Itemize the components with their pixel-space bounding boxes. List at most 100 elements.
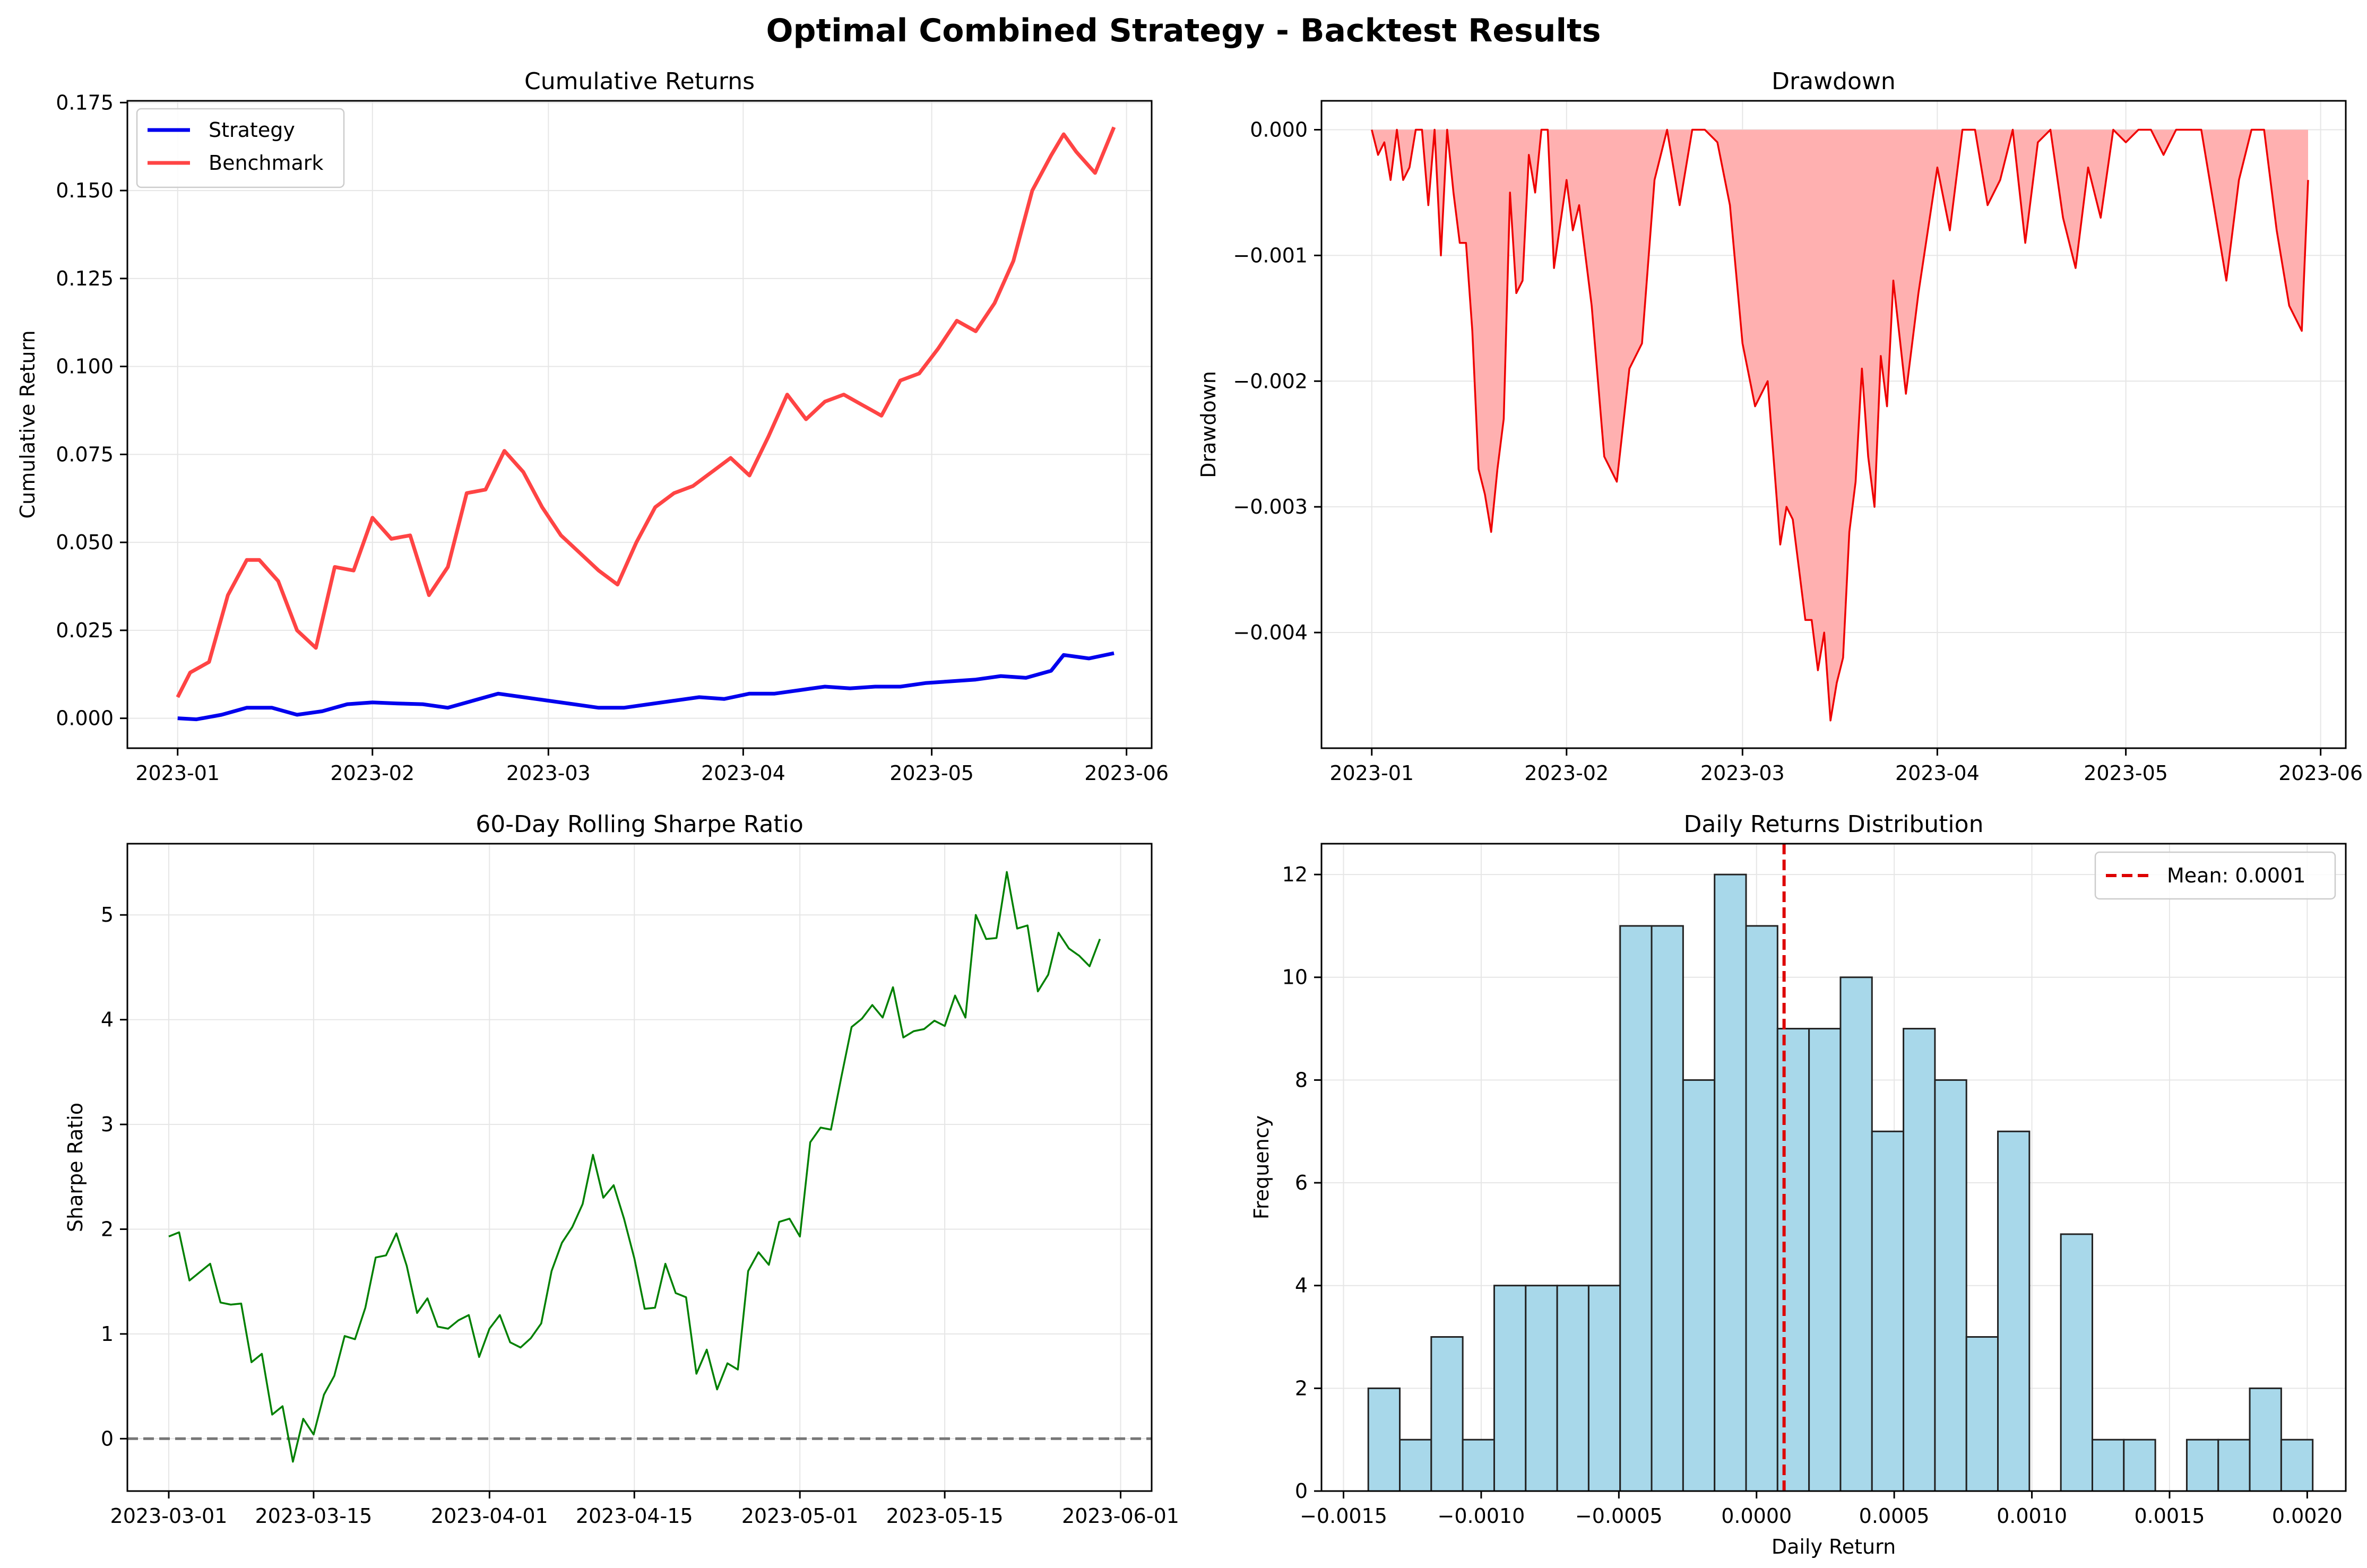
x-tick-label: 2023-06 (2278, 761, 2363, 785)
histogram-bar (1871, 1130, 1905, 1492)
y-tick-label: 4 (1295, 1274, 1308, 1297)
x-tick-label: 2023-01 (1329, 761, 1414, 785)
y-axis-label: Sharpe Ratio (64, 1103, 87, 1232)
histogram-bar (1997, 1130, 2031, 1492)
axes-frame (1320, 843, 2347, 1492)
y-tick-label: 12 (1282, 863, 1308, 886)
x-tick-label: 2023-03 (1700, 761, 1785, 785)
x-tick-label: 2023-04-01 (431, 1504, 548, 1528)
histogram-bar (2280, 1439, 2314, 1492)
histogram-bar (2091, 1439, 2125, 1492)
legend: Mean: 0.0001 (2094, 851, 2336, 900)
drawdown-series-line (1371, 128, 2309, 722)
histogram-bar (1462, 1439, 1495, 1492)
x-tick-label: 2023-02 (330, 761, 414, 785)
histogram-bar (1745, 925, 1778, 1492)
x-tick-label: 2023-06 (1084, 761, 1169, 785)
y-tick-label: −0.004 (1233, 621, 1308, 644)
y-tick-label: 0.100 (56, 355, 114, 378)
y-tick-label: 10 (1282, 966, 1308, 989)
y-tick-label: 2 (1295, 1376, 1308, 1400)
panel-title: Drawdown (1772, 68, 1896, 95)
legend-box (2094, 851, 2336, 900)
y-tick-label: 5 (101, 903, 114, 926)
x-axis-label: Daily Return (1772, 1535, 1896, 1558)
panel-title: Cumulative Returns (524, 68, 755, 95)
x-tick-label: 0.0020 (2272, 1504, 2343, 1528)
x-tick-label: −0.0005 (1575, 1504, 1663, 1528)
legend-label: Benchmark (209, 151, 323, 175)
y-axis-label: Frequency (1250, 1115, 1273, 1219)
x-tick-label: −0.0015 (1300, 1504, 1387, 1528)
histogram-bar (1965, 1336, 1999, 1492)
y-tick-label: 0.025 (56, 619, 114, 642)
y-tick-label: 6 (1295, 1171, 1308, 1194)
x-tick-label: 2023-03 (506, 761, 591, 785)
histogram-bar (2249, 1387, 2282, 1492)
x-tick-label: −0.0010 (1438, 1504, 1525, 1528)
y-tick-label: 0.150 (56, 179, 114, 202)
rolling-sharpe-panel: 2023-03-01 2023-03-15 2023-04-01 2023-04-15… (64, 811, 1179, 1528)
histogram-bar (2123, 1439, 2156, 1492)
x-tick-label: 2023-02 (1524, 761, 1609, 785)
axes-frame (1320, 100, 2347, 749)
x-tick-label: 2023-05-01 (741, 1504, 859, 1528)
y-tick-label: 4 (101, 1008, 114, 1032)
y-tick-label: 0.125 (56, 267, 114, 290)
panel-title: Daily Returns Distribution (1684, 811, 1984, 838)
y-axis-label: Drawdown (1197, 371, 1220, 478)
strategy-series-line (177, 651, 1115, 722)
legend: Strategy Benchmark (136, 108, 345, 188)
returns-distribution-panel: −0.0015 −0.0010 −0.0005 0.0000 0.0005 0.0010 0… (1250, 811, 2347, 1558)
axes-frame (126, 100, 1153, 749)
y-tick-label: 0 (101, 1427, 114, 1450)
histogram-bar (1776, 1028, 1810, 1492)
x-tick-label: 0.0010 (1997, 1504, 2067, 1528)
y-tick-label: 2 (101, 1217, 114, 1241)
y-tick-label: 0.075 (56, 443, 114, 466)
x-tick-label: 2023-06-01 (1062, 1504, 1179, 1528)
histogram-bar (2217, 1439, 2251, 1492)
histogram-bar (1682, 1079, 1716, 1492)
histogram-bar (1714, 873, 1747, 1492)
histogram-bar (1651, 925, 1684, 1492)
legend-label: Mean: 0.0001 (2167, 864, 2305, 887)
x-tick-label: 0.0000 (1721, 1504, 1792, 1528)
histogram-bar (1619, 925, 1653, 1492)
y-tick-label: −0.001 (1233, 244, 1308, 267)
y-tick-label: −0.002 (1233, 369, 1308, 393)
y-axis-label: Cumulative Return (16, 330, 39, 518)
histogram-bar (1903, 1028, 1936, 1492)
y-tick-label: 0.175 (56, 91, 114, 114)
histogram-bar (1399, 1439, 1432, 1492)
histogram-bar (1839, 976, 1873, 1492)
histogram-bar (1556, 1285, 1589, 1492)
histogram-bar (2060, 1233, 2093, 1492)
drawdown-panel: 2023-01 2023-02 2023-03 2023-04 2023-05 2023-… (1197, 68, 2363, 785)
sharpe-series-line (168, 871, 1101, 1463)
y-tick-label: −0.003 (1233, 495, 1308, 518)
x-tick-label: 2023-01 (135, 761, 220, 785)
x-tick-label: 2023-04 (701, 761, 785, 785)
x-tick-label: 2023-05-15 (886, 1504, 1004, 1528)
histogram-bar (1934, 1079, 1967, 1492)
y-tick-label: 1 (101, 1322, 114, 1346)
y-tick-label: 0.000 (56, 707, 114, 730)
x-tick-label: 2023-05 (2084, 761, 2168, 785)
axes-frame (126, 843, 1153, 1492)
panel-title: 60-Day Rolling Sharpe Ratio (476, 811, 804, 838)
cumulative-returns-panel: 2023-01 2023-02 2023-03 2023-04 2023-05 2023-… (16, 68, 1169, 785)
histogram-bar (1808, 1028, 1842, 1492)
y-tick-label: 3 (101, 1113, 114, 1136)
histogram-bar (1587, 1285, 1621, 1492)
histogram-bar (1493, 1285, 1527, 1492)
x-tick-label: 2023-04 (1895, 761, 1980, 785)
figure-title: Optimal Combined Strategy - Backtest Res… (766, 12, 1601, 49)
drawdown-area-fill (1371, 129, 2308, 721)
y-tick-label: 8 (1295, 1068, 1308, 1091)
x-tick-label: 2023-03-15 (255, 1504, 372, 1528)
x-tick-label: 2023-04-15 (576, 1504, 693, 1528)
histogram-bar (1367, 1387, 1401, 1492)
legend-label: Strategy (209, 118, 295, 142)
